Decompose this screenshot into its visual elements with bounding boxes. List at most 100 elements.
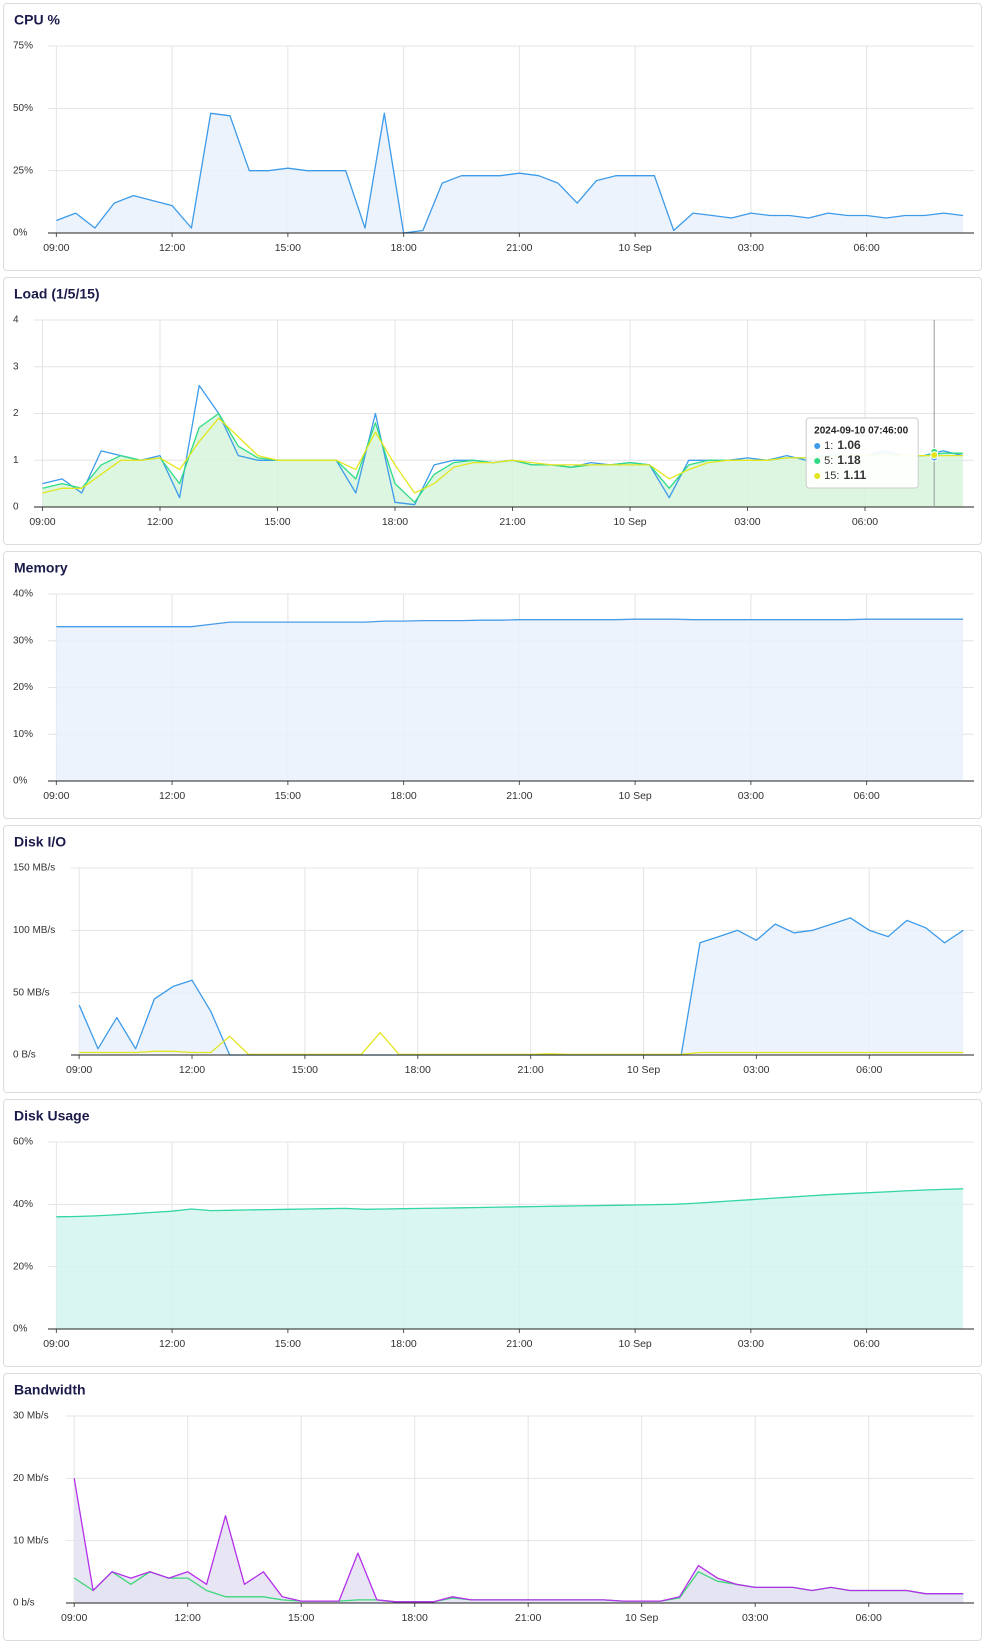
chart-panel: Disk I/O 0 B/s 50 MB/s 100 MB/s 150 MB/s 09:0… — [3, 825, 982, 1093]
chart: Bandwidth 0 b/s 10 Mb/s 20 Mb/s 30 Mb/s 09:00… — [13, 1382, 974, 1624]
tooltip-row: 15: 1.11 — [824, 468, 866, 482]
x-tick-label: 09:00 — [43, 1338, 69, 1350]
x-tick-label: 12:00 — [159, 1338, 185, 1350]
y-tick-label: 0 B/s — [13, 1050, 36, 1061]
x-tick-label: 15:00 — [264, 516, 290, 528]
y-tick-label: 40% — [13, 589, 33, 600]
chart-title: Memory — [14, 560, 68, 576]
chart-panel: Memory 0% 10% 20% 30% 40% 09:00 12:00 15:00 18:00… — [3, 551, 982, 819]
x-tick-label: 21:00 — [506, 1338, 532, 1350]
tooltip-swatch — [814, 473, 821, 479]
x-tick-label: 18:00 — [390, 1338, 416, 1350]
tooltip-value: 1.06 — [837, 438, 861, 452]
x-tick-label: 06:00 — [853, 790, 879, 802]
tooltip-value: 1.18 — [837, 453, 861, 467]
x-tick-label: 18:00 — [402, 1612, 428, 1624]
x-tick-label: 10 Sep — [618, 790, 651, 802]
chart-panel: CPU % 0% 25% 50% 75% 09:00 12:00 15:00 18:00 21:0… — [3, 3, 982, 271]
y-tick-label: 2 — [13, 408, 19, 419]
x-tick-label: 03:00 — [738, 1338, 764, 1350]
x-tick-label: 18:00 — [390, 790, 416, 802]
chart-title: Load (1/5/15) — [14, 286, 100, 302]
chart-panel: Load (1/5/15) 0 1 2 3 4 09:00 12:00 15:00 18:00 21… — [3, 277, 982, 545]
chart-panel: Disk Usage 0% 20% 40% 60% 09:00 12:00 15:00 18:0… — [3, 1099, 982, 1367]
hover-dot — [930, 451, 939, 460]
x-tick-label: 15:00 — [292, 1064, 318, 1076]
y-tick-label: 3 — [13, 361, 19, 372]
series-line — [56, 618, 964, 628]
series-line — [73, 1478, 964, 1603]
y-tick-label: 0% — [13, 776, 28, 787]
x-tick-label: 03:00 — [743, 1064, 769, 1076]
x-tick-label: 06:00 — [852, 516, 878, 528]
x-tick-label: 10 Sep — [627, 1064, 660, 1076]
y-tick-label: 0 — [13, 502, 19, 513]
y-tick-label: 1 — [13, 455, 19, 466]
chart: CPU % 0% 25% 50% 75% 09:00 12:00 15:00 18:00 21:0… — [13, 12, 974, 254]
x-tick-label: 21:00 — [515, 1612, 541, 1624]
series-line — [56, 112, 964, 234]
x-tick-label: 03:00 — [738, 242, 764, 254]
x-tick-label: 18:00 — [405, 1064, 431, 1076]
area-fill — [79, 917, 964, 1055]
y-tick-label: 150 MB/s — [13, 863, 55, 874]
x-tick-label: 10 Sep — [618, 242, 651, 254]
x-tick-label: 18:00 — [382, 516, 408, 528]
y-tick-label: 30% — [13, 635, 33, 646]
x-tick-label: 21:00 — [518, 1064, 544, 1076]
tooltip-box — [805, 417, 919, 489]
x-tick-label: 10 Sep — [618, 1338, 651, 1350]
y-tick-label: 50% — [13, 103, 33, 114]
y-tick-label: 0% — [13, 1324, 28, 1335]
x-tick-label: 21:00 — [506, 790, 532, 802]
y-tick-label: 100 MB/s — [13, 925, 55, 936]
chart-title: Disk I/O — [14, 834, 66, 850]
y-tick-label: 10 Mb/s — [13, 1535, 49, 1546]
x-tick-label: 18:00 — [390, 242, 416, 254]
x-tick-label: 15:00 — [288, 1612, 314, 1624]
tooltip-swatch — [814, 458, 821, 464]
chart: Disk Usage 0% 20% 40% 60% 09:00 12:00 15:00 18:0… — [13, 1108, 974, 1350]
area-fill — [56, 619, 964, 781]
chart: Load (1/5/15) 0 1 2 3 4 09:00 12:00 15:00 18:00 21… — [13, 286, 974, 528]
tooltip-label: 1: — [824, 440, 833, 452]
y-tick-label: 30 Mb/s — [13, 1411, 49, 1422]
y-tick-label: 75% — [13, 41, 33, 52]
tooltip-time: 2024-09-10 07:46:00 — [814, 426, 908, 437]
tooltip-row: 5: 1.18 — [824, 453, 861, 467]
tooltip-row: 1: 1.06 — [824, 438, 861, 452]
chart: Memory 0% 10% 20% 30% 40% 09:00 12:00 15:00 18:00… — [13, 560, 974, 802]
x-tick-label: 09:00 — [43, 242, 69, 254]
tooltip-swatch — [814, 443, 821, 449]
series-line — [56, 1188, 964, 1218]
x-tick-label: 15:00 — [275, 790, 301, 802]
y-tick-label: 20 Mb/s — [13, 1473, 49, 1484]
x-tick-label: 09:00 — [43, 790, 69, 802]
y-tick-label: 40% — [13, 1199, 33, 1210]
y-tick-label: 20% — [13, 682, 33, 693]
area-fill — [42, 413, 963, 507]
y-tick-label: 25% — [13, 165, 33, 176]
chart-title: CPU % — [14, 12, 60, 28]
chart: Disk I/O 0 B/s 50 MB/s 100 MB/s 150 MB/s 09:0… — [13, 834, 974, 1076]
area-fill — [56, 113, 964, 233]
x-tick-label: 12:00 — [179, 1064, 205, 1076]
tooltip-label: 15: — [824, 470, 839, 482]
x-tick-label: 12:00 — [147, 516, 173, 528]
x-tick-label: 03:00 — [738, 790, 764, 802]
x-tick-label: 10 Sep — [625, 1612, 658, 1624]
chart-panel: Bandwidth 0 b/s 10 Mb/s 20 Mb/s 30 Mb/s 09:00… — [3, 1373, 982, 1641]
y-tick-label: 0 b/s — [13, 1598, 35, 1609]
y-tick-label: 20% — [13, 1261, 33, 1272]
chart-title: Disk Usage — [14, 1108, 90, 1124]
x-tick-label: 03:00 — [742, 1612, 768, 1624]
x-tick-label: 15:00 — [275, 1338, 301, 1350]
x-tick-label: 15:00 — [275, 242, 301, 254]
y-tick-label: 4 — [13, 315, 19, 326]
x-tick-label: 06:00 — [856, 1612, 882, 1624]
x-tick-label: 12:00 — [175, 1612, 201, 1624]
x-tick-label: 21:00 — [499, 516, 525, 528]
x-tick-label: 06:00 — [853, 1338, 879, 1350]
x-tick-label: 03:00 — [734, 516, 760, 528]
